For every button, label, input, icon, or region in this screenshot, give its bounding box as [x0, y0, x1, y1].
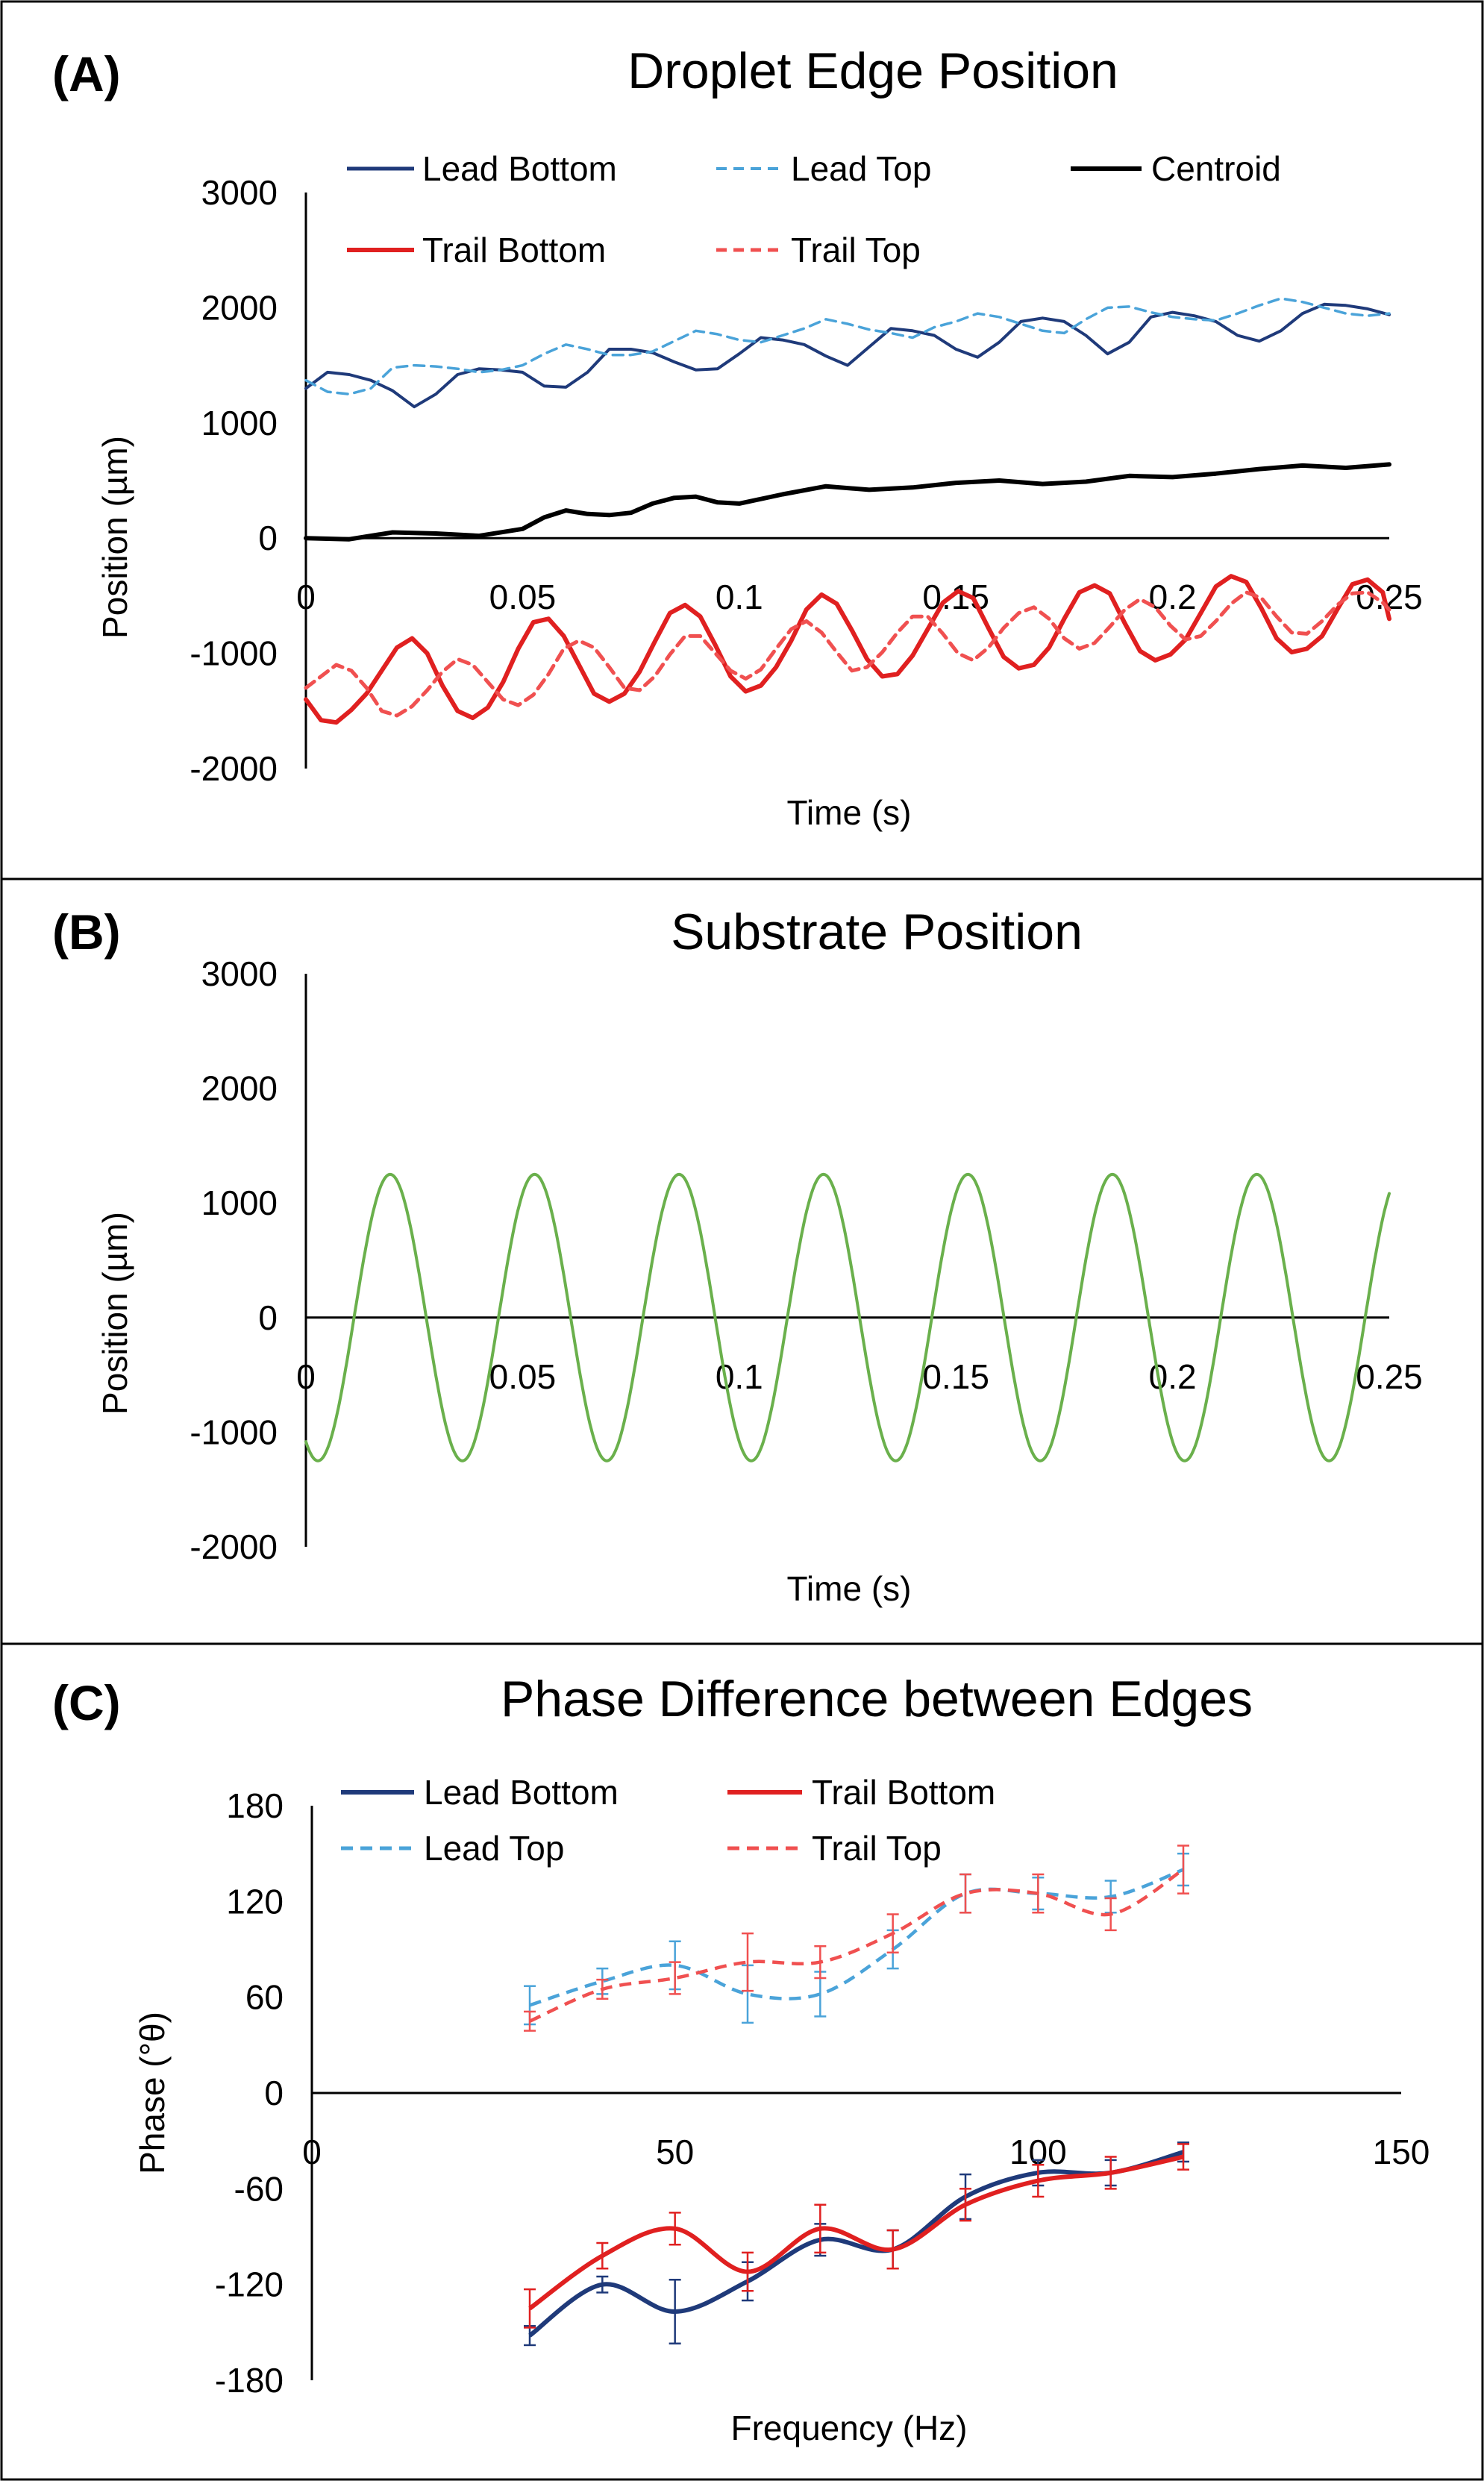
panel-a-x-tick-label: 0 — [296, 578, 316, 616]
panel-c-error-bar-trail-bottom — [596, 2241, 609, 2270]
panel-b-y-tick-label: 2000 — [201, 1069, 278, 1108]
panel-c-error-bar-trail-bottom — [669, 2212, 681, 2246]
panel-a-series-centroid — [304, 462, 1391, 542]
panel-a-series-trail-top — [304, 590, 1391, 718]
legend-label-trail-bottom: Trail Bottom — [422, 231, 606, 269]
panel-c-legend: Lead Bottom Trail Bottom Lead Top Trail … — [341, 1773, 995, 1868]
panel-b-title: Substrate Position — [671, 904, 1083, 960]
panel-c-error-bar-lead-bottom — [596, 2275, 609, 2294]
panel-c-y-tick-label: 60 — [245, 1978, 284, 2017]
panel-c-error-bar-trail-bottom — [1032, 2164, 1045, 2198]
panel-c-x-tick-label: 0 — [302, 2133, 322, 2171]
panel-c-y-tick-label: -120 — [215, 2265, 284, 2304]
panel-a-series-trail-bottom — [304, 574, 1391, 725]
panel-c-error-bar-trail-top — [814, 1945, 827, 1980]
panel-c-x-axis-title: Frequency (Hz) — [731, 2409, 968, 2447]
panel-c-y-tick-label: 180 — [226, 1786, 284, 1825]
panel-c-series-trail-top — [529, 1868, 1185, 2023]
panel-c-error-bar-trail-bottom — [959, 2188, 971, 2222]
panel-a-x-tick-label: 0.1 — [716, 578, 763, 616]
panel-c-y-tick-label: -60 — [234, 2169, 284, 2208]
panel-b-y-tick-label: 1000 — [201, 1183, 278, 1222]
panel-c-error-bar-lead-bottom — [524, 2325, 536, 2347]
legend-c-label-lead-bottom: Lead Bottom — [424, 1773, 619, 1812]
panel-c-error-bar-trail-bottom — [742, 2251, 754, 2292]
panel-a-series-lead-top — [304, 297, 1391, 395]
panel-c-error-bar-trail-top — [742, 1932, 754, 1992]
panel-c-error-bar-lead-bottom — [669, 2279, 681, 2345]
panel-c-error-bar-trail-top — [1177, 1845, 1189, 1895]
panel-c-error-bar-trail-bottom — [1104, 2156, 1117, 2190]
panel-b-series-substrate — [304, 1172, 1391, 1462]
panel-c-error-bar-trail-top — [886, 1913, 899, 1954]
panel-b-y-tick-label: -1000 — [190, 1412, 278, 1451]
panel-c-error-bar-trail-bottom — [524, 2288, 536, 2329]
panel-c-series-lead-top — [529, 1868, 1184, 2007]
legend-c-label-trail-top: Trail Top — [812, 1829, 942, 1868]
panel-c-x-tick-label: 150 — [1373, 2133, 1430, 2171]
panel-c-error-bar-trail-bottom — [814, 2203, 827, 2254]
panel-b-y-tick-label: 3000 — [201, 954, 278, 993]
panel-c-y-axis-title: Phase (°θ) — [133, 2012, 172, 2174]
panel-a-y-tick-label: 1000 — [201, 404, 278, 442]
panel-a-y-tick-label: -1000 — [190, 634, 278, 673]
legend-label-lead-bottom: Lead Bottom — [422, 149, 617, 188]
legend-label-centroid: Centroid — [1151, 149, 1281, 188]
panel-c-error-bar-trail-bottom — [1177, 2143, 1189, 2171]
panel-b-x-tick-label: 0.05 — [489, 1357, 557, 1396]
panel-b-x-tick-label: 0.25 — [1356, 1357, 1423, 1396]
panel-c-error-bar-trail-top — [524, 2010, 536, 2032]
legend-c-label-trail-bottom: Trail Bottom — [812, 1773, 995, 1812]
panel-b-x-axis-title: Time (s) — [787, 1569, 912, 1608]
panel-c-frame — [0, 1642, 1484, 2481]
panel-a-y-tick-label: 0 — [258, 519, 278, 557]
panel-a-y-tick-label: -2000 — [190, 749, 278, 788]
legend-label-trail-top: Trail Top — [791, 231, 921, 269]
panel-b-letter: (B) — [52, 904, 121, 960]
panel-a-y-tick-label: 2000 — [201, 288, 278, 327]
panel-c-title: Phase Difference between Edges — [501, 1671, 1253, 1727]
panel-c-y-tick-label: 120 — [226, 1882, 284, 1921]
panel-a-title: Droplet Edge Position — [627, 43, 1118, 99]
panel-c-error-bar-trail-top — [669, 1961, 681, 1995]
panel-a-series-lead-bottom — [304, 302, 1391, 409]
panel-b-x-tick-label: 0 — [296, 1357, 316, 1396]
panel-a-legend: Lead Bottom Lead Top Centroid Trail Bott… — [347, 149, 1281, 269]
panel-b-y-tick-label: 0 — [258, 1298, 278, 1337]
panel-c-error-bar-trail-top — [1104, 1897, 1117, 1932]
panel-b-y-axis-title: Position (µm) — [96, 1212, 134, 1415]
panel-a-y-axis-title: Position (µm) — [96, 436, 134, 639]
panel-c-x-tick-label: 50 — [656, 2133, 694, 2171]
panel-c-error-bar-trail-top — [1032, 1873, 1045, 1914]
panel-a-letter: (A) — [52, 46, 121, 101]
panel-a-x-tick-label: 0.2 — [1149, 578, 1197, 616]
panel-c-series-lead-bottom — [528, 2150, 1184, 2338]
panel-a-x-tick-label: 0.05 — [489, 578, 557, 616]
panel-c-series-trail-bottom — [528, 2154, 1184, 2311]
panel-c-error-bar-trail-top — [959, 1873, 971, 1914]
panel-c-error-bar-trail-top — [596, 1978, 609, 2000]
legend-label-lead-top: Lead Top — [791, 149, 931, 188]
panel-c-error-bar-trail-bottom — [886, 2229, 899, 2270]
panel-c-letter: (C) — [52, 1675, 121, 1730]
panel-b-x-tick-label: 0.15 — [922, 1357, 989, 1396]
panel-b-y-tick-label: -2000 — [190, 1527, 278, 1566]
panel-c-y-tick-label: 0 — [264, 2074, 284, 2112]
legend-c-label-lead-top: Lead Top — [424, 1829, 564, 1868]
panel-a-x-axis-title: Time (s) — [787, 793, 912, 832]
panel-a-y-tick-label: 3000 — [201, 173, 278, 212]
panel-c-y-tick-label: -180 — [215, 2361, 284, 2400]
